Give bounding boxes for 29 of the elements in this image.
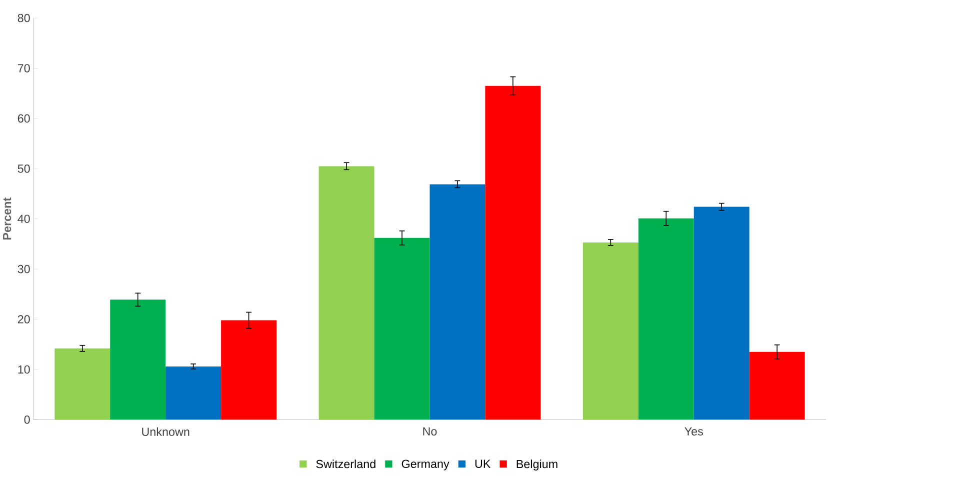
y-tick-label: 30 bbox=[18, 265, 30, 274]
x-tick-label: Yes bbox=[684, 428, 703, 436]
bar bbox=[485, 86, 541, 420]
bar bbox=[221, 320, 277, 420]
bar bbox=[430, 184, 486, 420]
bar bbox=[638, 218, 694, 420]
bar bbox=[749, 352, 805, 420]
bar bbox=[694, 207, 750, 420]
y-tick-label: 20 bbox=[18, 315, 30, 324]
y-tick-label: 60 bbox=[18, 114, 30, 123]
y-axis-title: Percent bbox=[3, 198, 12, 240]
bar bbox=[166, 366, 222, 420]
bar bbox=[110, 300, 166, 420]
x-tick-label: No bbox=[423, 428, 437, 436]
legend-label: Germany bbox=[402, 460, 450, 471]
y-tick-label: 0 bbox=[24, 416, 30, 424]
bar bbox=[374, 238, 430, 420]
legend-label: Belgium bbox=[516, 460, 558, 471]
x-tick-label: Unknown bbox=[142, 428, 190, 436]
y-tick-label: 80 bbox=[18, 14, 30, 22]
bar bbox=[582, 242, 638, 420]
y-tick-label: 40 bbox=[18, 214, 30, 224]
y-tick-label: 70 bbox=[18, 64, 30, 73]
legend-label: UK bbox=[475, 460, 491, 468]
y-tick-label: 50 bbox=[18, 164, 30, 174]
y-tick-label: 10 bbox=[18, 366, 30, 374]
legend-label: Switzerland bbox=[316, 460, 376, 468]
bar bbox=[54, 348, 110, 420]
bar bbox=[318, 166, 374, 420]
